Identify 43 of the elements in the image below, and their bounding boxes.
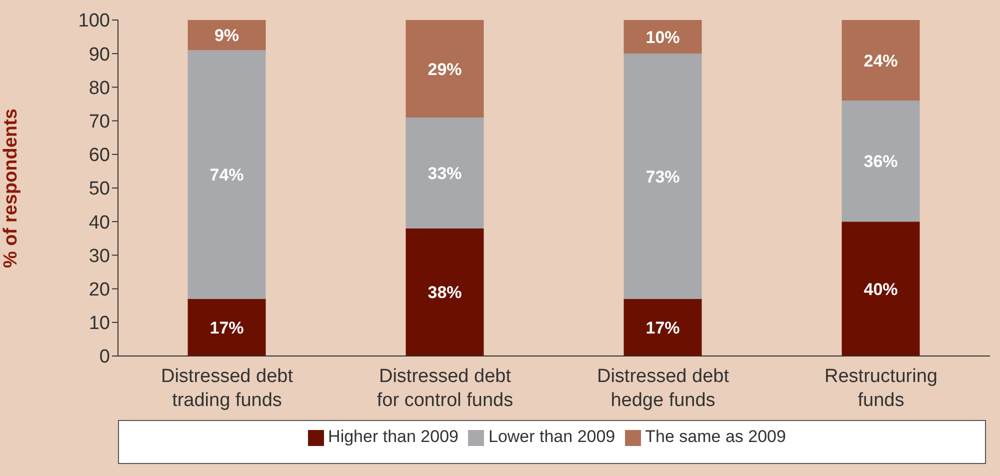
bar xyxy=(188,298,266,356)
bar xyxy=(188,50,266,299)
bar xyxy=(624,20,702,54)
legend-label: The same as 2009 xyxy=(645,427,786,446)
x-tick-label: Distressed debt hedge funds xyxy=(596,366,730,411)
y-tick-label: 80 xyxy=(88,78,110,99)
y-tick-label: 0 xyxy=(99,346,110,368)
bar xyxy=(842,20,920,101)
y-tick-label: 10 xyxy=(88,313,110,334)
data-label: 17% xyxy=(210,318,244,338)
data-label: 40% xyxy=(864,280,898,299)
bar xyxy=(188,20,266,50)
y-tick-label: 70 xyxy=(88,112,110,133)
data-label: 74% xyxy=(210,166,244,185)
data-label: 24% xyxy=(864,51,898,70)
data-label: 36% xyxy=(864,152,898,172)
data-label: 17% xyxy=(646,318,680,338)
data-label: 33% xyxy=(428,164,462,183)
bar xyxy=(842,100,920,222)
x-tick-label: Distressed debt for control funds xyxy=(376,366,514,411)
y-tick-label: 90 xyxy=(88,44,110,66)
x-tick-label: Restructuring funds xyxy=(824,366,938,411)
bar xyxy=(406,117,484,228)
data-label: 38% xyxy=(428,283,462,302)
y-axis-title: % of respondents xyxy=(0,108,22,268)
y-tick-label: 60 xyxy=(88,145,110,166)
data-label: 29% xyxy=(428,60,462,79)
legend-label: Higher than 2009 xyxy=(328,427,458,446)
bar xyxy=(842,222,920,356)
y-tick-label: 30 xyxy=(88,246,110,267)
x-tick-label: Distressed debt trading funds xyxy=(160,366,294,411)
legend-label: Lower than 2009 xyxy=(488,427,616,446)
y-tick-label: 40 xyxy=(88,212,110,234)
bar xyxy=(406,20,484,118)
bar xyxy=(624,54,702,299)
data-label: 73% xyxy=(646,167,680,186)
y-tick-label: 20 xyxy=(88,280,110,301)
y-tick-label: 50 xyxy=(88,178,110,200)
data-label: 9% xyxy=(214,26,240,46)
bar xyxy=(406,228,484,356)
data-label: 10% xyxy=(646,28,680,47)
bar xyxy=(624,298,702,356)
y-tick-label: 100 xyxy=(78,10,110,32)
